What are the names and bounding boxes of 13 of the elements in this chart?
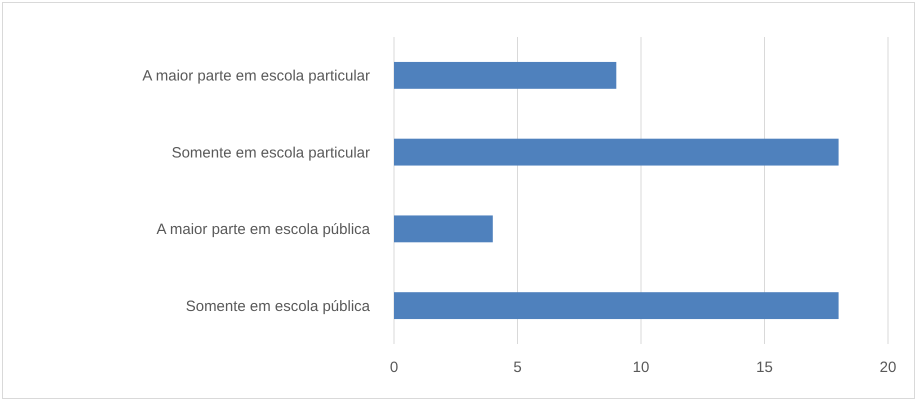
bar xyxy=(394,215,493,242)
y-tick-label: Somente em escola particular xyxy=(172,144,370,162)
y-tick-label: Somente em escola pública xyxy=(186,298,371,315)
bar xyxy=(394,62,616,89)
x-tick-label: 10 xyxy=(632,359,650,376)
y-tick-label: A maior parte em escola particular xyxy=(142,68,370,85)
bar xyxy=(394,292,839,320)
y-tick-label: A maior parte em escola pública xyxy=(156,221,371,238)
x-tick-label: 20 xyxy=(880,359,896,376)
bar xyxy=(394,138,839,166)
x-tick-label: 5 xyxy=(513,359,522,376)
x-tick-label: 15 xyxy=(756,359,773,376)
x-tick-label: 0 xyxy=(390,359,398,376)
